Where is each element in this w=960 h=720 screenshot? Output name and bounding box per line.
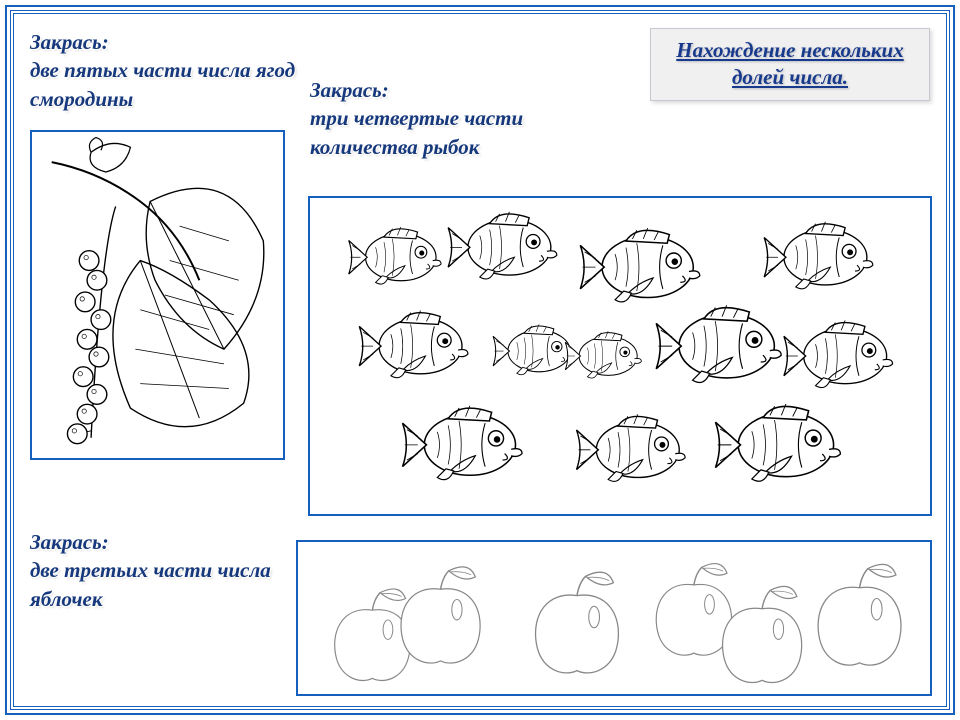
berries-image-box — [30, 130, 285, 460]
fish-image-box — [308, 196, 932, 516]
apples-image-box — [296, 540, 932, 696]
title-box: Нахождение нескольких долей числа. — [650, 28, 930, 101]
berries-drawing — [32, 132, 283, 458]
apples-drawing — [298, 542, 930, 694]
fish-drawing — [310, 198, 930, 514]
fish-instruction: Закрась:три четвертые части количества р… — [310, 76, 570, 161]
berries-instruction: Закрась:две пятых части числа ягод сморо… — [30, 28, 300, 113]
worksheet-title: Нахождение нескольких долей числа. — [676, 38, 903, 89]
apples-instruction: Закрась:две третьих части числа яблочек — [30, 528, 290, 613]
